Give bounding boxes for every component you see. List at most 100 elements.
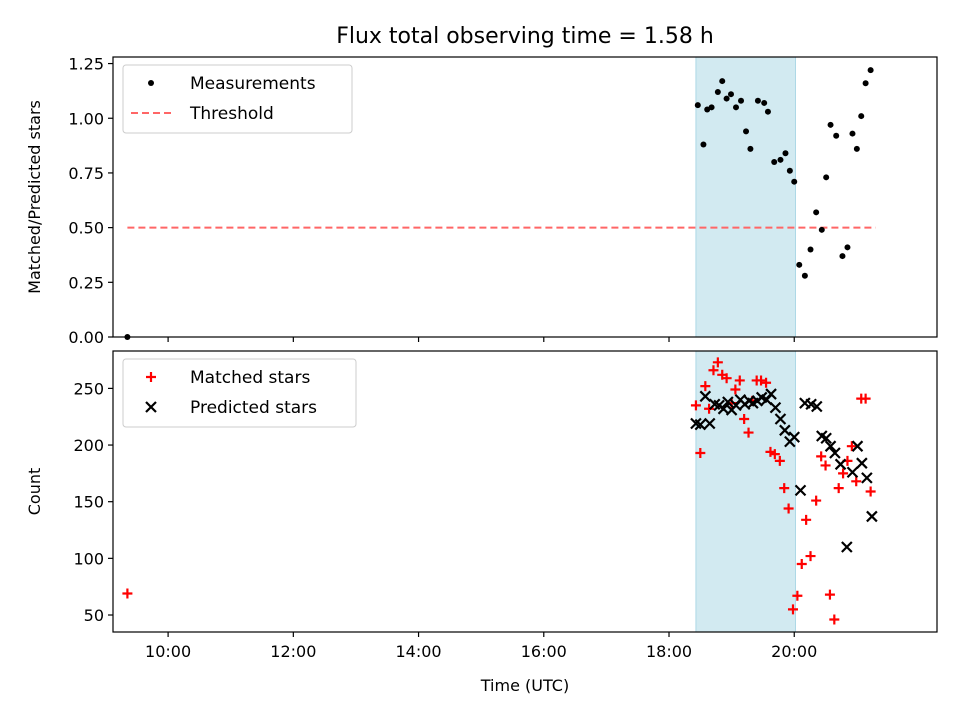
predicted-stars-point [722,396,734,408]
matched-stars-point [704,403,715,414]
x-tick-label: 16:00 [521,642,567,661]
measurements-point [858,113,865,120]
measurements-point [791,178,798,185]
predicted-stars-point [846,466,859,479]
measurements-point [862,80,869,87]
predicted-stars-point [703,417,716,430]
predicted-stars-point [779,424,791,437]
predicted-stars-point [765,388,777,400]
matched-stars-point [783,503,794,514]
legend-box [122,358,357,428]
measurements-point [813,209,820,216]
measurements-point [743,128,750,135]
measurements-point [694,102,701,109]
x-tick-label: 20:00 [771,642,817,661]
matched-stars-point [865,486,876,497]
predicted-stars-point [851,440,864,452]
y-tick-label: 250 [73,379,104,398]
matched-stars-point [739,413,750,424]
y-tick-label: 1.25 [68,55,104,74]
measurements-point [733,104,740,111]
measurements-point [796,261,803,268]
matched-stars-point [690,400,701,411]
y-tick-label: 0.75 [68,164,104,183]
measurements-point [782,150,789,157]
legend-x-swatch [145,401,157,413]
legend-label: Threshold [189,104,274,124]
measurements-point [700,141,707,148]
matched-stars-point [700,381,711,392]
measurements-point [833,132,840,139]
y-axis-label: Matched/Predicted stars [25,100,44,294]
matched-stars-point [712,357,723,368]
predicted-stars-point [834,458,847,471]
predicted-stars-point [829,447,841,459]
x-axis-label: Time (UTC) [480,676,569,695]
x-tick-label: 14:00 [396,642,442,661]
predicted-stars-point [861,472,873,484]
matched-stars-point [833,483,844,494]
observing-window-band [695,56,796,338]
predicted-stars-point [794,484,807,497]
y-tick-label: 200 [73,436,104,455]
matched-stars-point [796,559,807,570]
matched-stars-point [860,393,871,404]
matched-stars-point [838,468,849,479]
y-tick-label: 0.25 [68,273,104,292]
measurements-point [823,174,830,181]
predicted-stars-point [694,418,707,431]
legend-label: Measurements [190,74,316,94]
measurements-point [777,156,784,163]
observing-window-band [695,350,796,633]
matched-stars-point [824,589,835,600]
measurements-point [801,272,808,279]
matched-stars-point [811,495,822,506]
legend-box [122,64,353,134]
legend-label: Predicted stars [190,398,317,418]
bottom-panel-counts: 10:00 12:00 14:00 16:00 18:00 20:00 50 100 150 20… [25,350,938,695]
measurements-point [714,89,721,95]
matched-stars-point [829,614,840,625]
matched-stars-point [122,588,133,599]
measurements-point [723,95,730,102]
measurements-point [849,130,856,137]
measurements-point [786,167,793,174]
predicted-stars-point [866,510,878,523]
measurements-point [839,253,846,260]
predicted-stars-point [811,400,823,413]
measurements-point [807,246,814,253]
matched-stars-point [779,483,790,494]
chart-title: Flux total observing time = 1.58 h [336,24,714,49]
measurements-point [853,145,860,152]
predicted-stars-point [841,541,853,553]
measurements-point [747,145,754,152]
measurements-point [867,67,874,74]
top-panel-ratio: 0.00 0.25 0.50 0.75 1.00 1.25 Matched/Predicte… [25,55,938,347]
predicted-stars-point [820,432,832,445]
matched-stars-point [708,365,719,376]
measurements-point [754,97,761,104]
matched-stars-point [820,460,831,471]
x-tick-label: 12:00 [270,642,316,661]
measurements-point [827,121,834,128]
plot-frame [112,350,938,633]
measurements-point [708,104,715,111]
y-tick-label: 0.50 [68,219,104,238]
predicted-stars-point [856,457,868,469]
matched-stars-point [743,427,754,438]
matched-stars-point [734,375,745,386]
y-tick-label: 100 [73,549,104,568]
matched-stars-point [846,441,857,452]
matched-stars-point [816,451,827,462]
x-tick-label: 18:00 [646,642,692,661]
legend: Matched stars Predicted stars [122,358,357,428]
predicted-stars-point [699,390,712,403]
matched-stars-point [695,447,706,458]
legend-dot-swatch [148,80,154,86]
matched-stars-point [769,449,780,460]
matched-stars-point [761,377,772,388]
matched-stars-point [774,455,785,466]
y-tick-label: 150 [73,493,104,512]
matched-stars-point [801,514,812,525]
measurements-point [771,159,778,165]
